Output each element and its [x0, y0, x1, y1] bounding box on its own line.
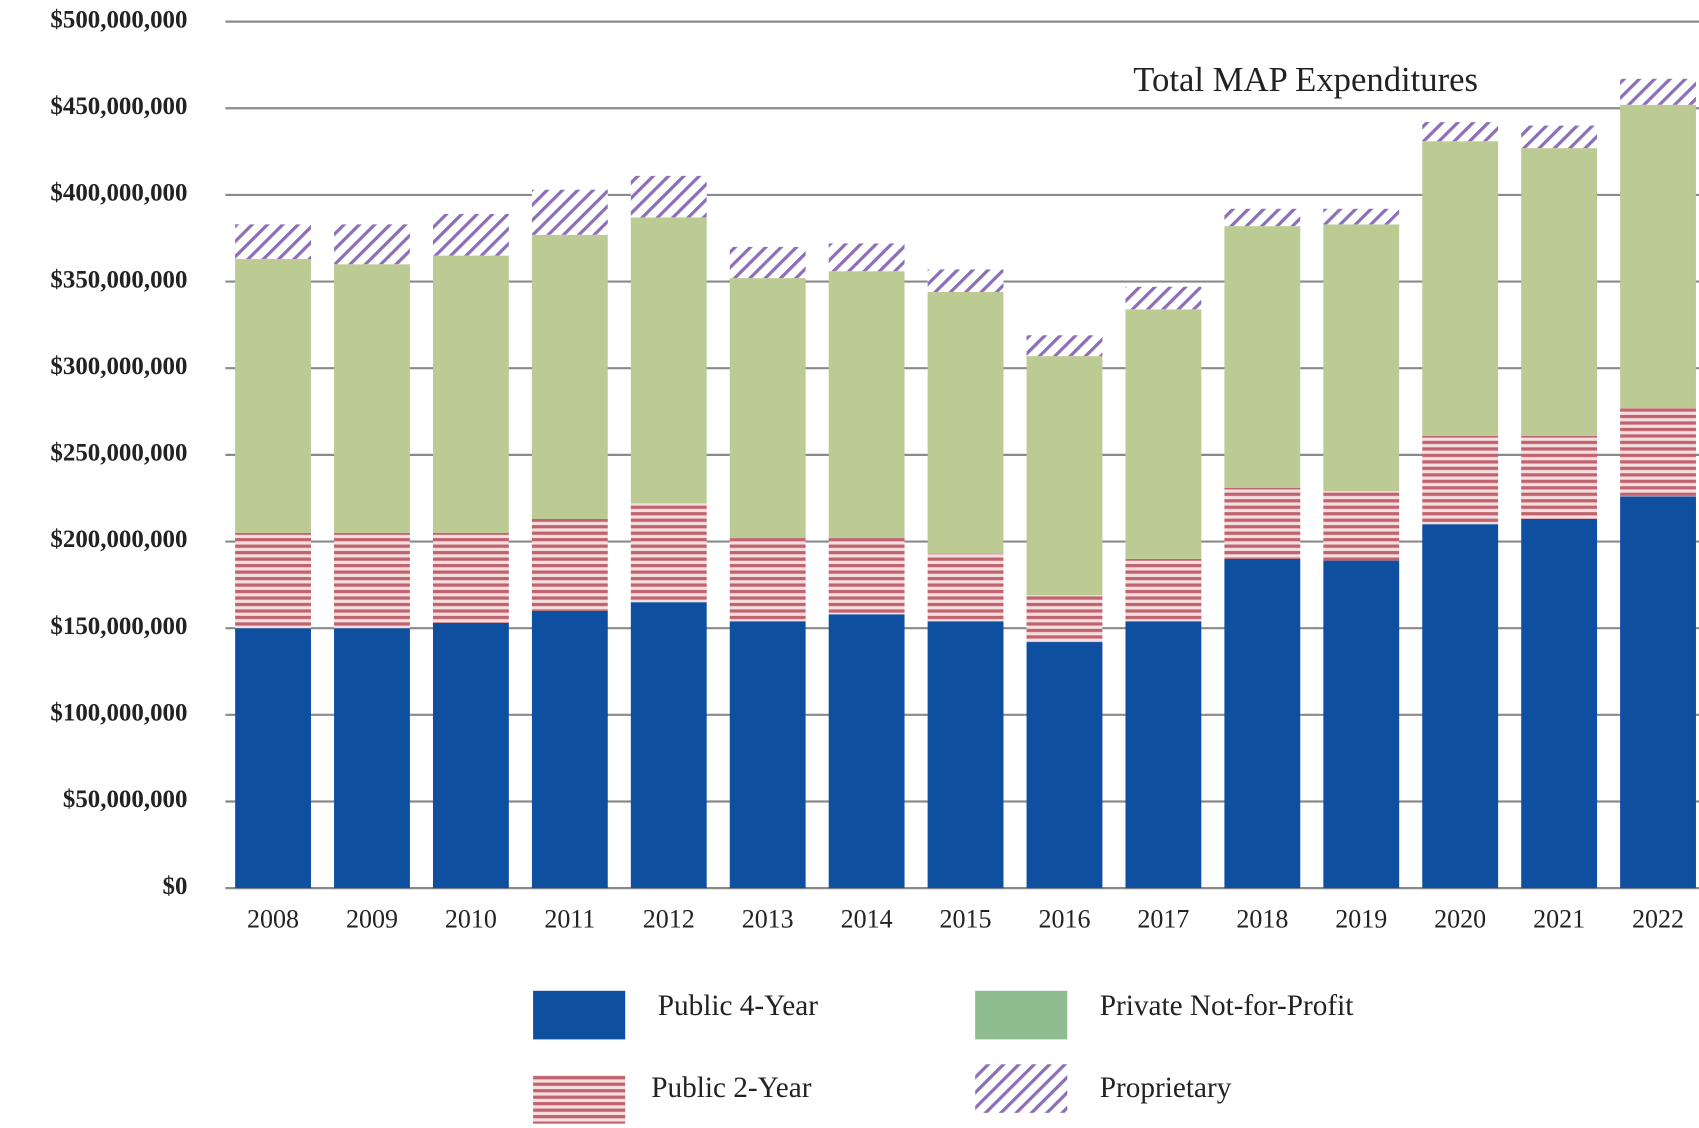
bar-segment: [1125, 309, 1202, 559]
bar-segment: [1521, 518, 1598, 889]
x-tick-label: 2017: [1137, 905, 1189, 934]
y-tick-label: $100,000,000: [50, 700, 187, 727]
bar-segment: [729, 278, 806, 539]
bar-segment: [1224, 226, 1301, 488]
bar-segment: [1620, 408, 1696, 497]
bar-segment: [1422, 524, 1499, 889]
bar-segment: [828, 614, 905, 889]
bar-segment: [1620, 78, 1696, 105]
legend-label: Public 4-Year: [658, 990, 819, 1022]
bar-segment: [432, 213, 509, 256]
bar-segment: [1422, 141, 1499, 436]
x-tick-label: 2022: [1632, 905, 1684, 934]
bar-segment: [531, 518, 608, 611]
bar-segment: [1026, 595, 1103, 643]
x-tick-label: 2021: [1533, 905, 1585, 934]
bar-segment: [235, 628, 311, 889]
bar-segment: [729, 246, 806, 279]
bar-segment: [1323, 224, 1400, 492]
bar-segment: [729, 538, 806, 622]
bar-segment: [828, 243, 905, 272]
x-tick-label: 2008: [247, 905, 299, 934]
bar-segment: [432, 255, 509, 533]
annotation: Total MAP Expenditures: [1133, 61, 1478, 99]
x-tick-label: 2020: [1434, 905, 1486, 934]
bar-segment: [334, 532, 410, 629]
bar-segment: [630, 217, 707, 504]
bar-segment: [1125, 286, 1202, 310]
bar-segment: [1026, 642, 1103, 889]
legend-label: Private Not-for-Profit: [1100, 990, 1354, 1022]
bar-segment: [630, 503, 707, 603]
bar-segment: [729, 621, 806, 889]
bar-segment: [531, 234, 608, 519]
y-tick-label: $50,000,000: [63, 786, 188, 813]
y-tick-label: $250,000,000: [50, 440, 187, 467]
bar-segment: [1125, 558, 1202, 622]
x-tick-label: 2015: [940, 905, 992, 934]
bar-segment: [1521, 148, 1598, 436]
bar-segment: [1224, 558, 1301, 889]
bar-segment: [1422, 435, 1499, 525]
bar-segment: [1422, 122, 1499, 142]
y-tick-label: $450,000,000: [50, 93, 187, 120]
bar-segment: [1224, 208, 1301, 227]
bar-segment: [1620, 496, 1696, 889]
bar-segment: [1323, 208, 1400, 225]
bar-segment: [432, 622, 509, 889]
legend-swatch: [533, 990, 626, 1040]
y-tick-label: $400,000,000: [50, 180, 187, 207]
bar-segment: [927, 291, 1004, 554]
bar-segment: [927, 553, 1004, 622]
bar-segment: [1224, 487, 1301, 559]
bar-segment: [927, 621, 1004, 889]
x-tick-label: 2009: [346, 905, 398, 934]
x-tick-label: 2014: [841, 905, 893, 934]
legend-swatch: [533, 1075, 626, 1124]
x-tick-label: 2010: [445, 905, 497, 934]
bar-segment: [334, 628, 410, 889]
bar-segment: [235, 224, 311, 260]
bar-segment: [828, 538, 905, 615]
bar-segment: [531, 610, 608, 889]
legend-swatch: [975, 990, 1068, 1040]
bar-segment: [334, 224, 410, 265]
bar-segment: [1323, 491, 1400, 561]
y-tick-label: $350,000,000: [50, 266, 187, 293]
bar-segment: [1323, 560, 1400, 889]
y-tick-label: $300,000,000: [50, 353, 187, 380]
y-tick-label: $500,000,000: [50, 6, 187, 33]
bar-segment: [1620, 104, 1696, 409]
bar-segment: [828, 271, 905, 539]
bar-segment: [630, 602, 707, 889]
bar-segment: [531, 189, 608, 235]
x-tick-label: 2019: [1335, 905, 1387, 934]
bar-segment: [630, 175, 707, 218]
bar-segment: [235, 259, 311, 533]
legend-label: Proprietary: [1100, 1072, 1232, 1104]
x-tick-label: 2016: [1038, 905, 1090, 934]
bar-segment: [1026, 335, 1103, 357]
legend-swatch: [975, 1064, 1068, 1113]
bar-segment: [235, 532, 311, 629]
y-tick-label: $0: [163, 873, 188, 900]
bar-segment: [1521, 125, 1598, 149]
x-tick-label: 2013: [742, 905, 794, 934]
bar-segment: [1026, 356, 1103, 596]
y-tick-label: $200,000,000: [50, 526, 187, 553]
bar-segment: [1125, 621, 1202, 889]
x-tick-label: 2012: [643, 905, 695, 934]
bar-segment: [334, 264, 410, 533]
bar-segment: [927, 269, 1004, 292]
legend-label: Public 2-Year: [651, 1072, 812, 1104]
x-tick-label: 2011: [544, 905, 595, 934]
x-tick-label: 2018: [1236, 905, 1288, 934]
y-tick-label: $150,000,000: [50, 613, 187, 640]
bar-segment: [432, 532, 509, 623]
bar-segment: [1521, 435, 1598, 519]
